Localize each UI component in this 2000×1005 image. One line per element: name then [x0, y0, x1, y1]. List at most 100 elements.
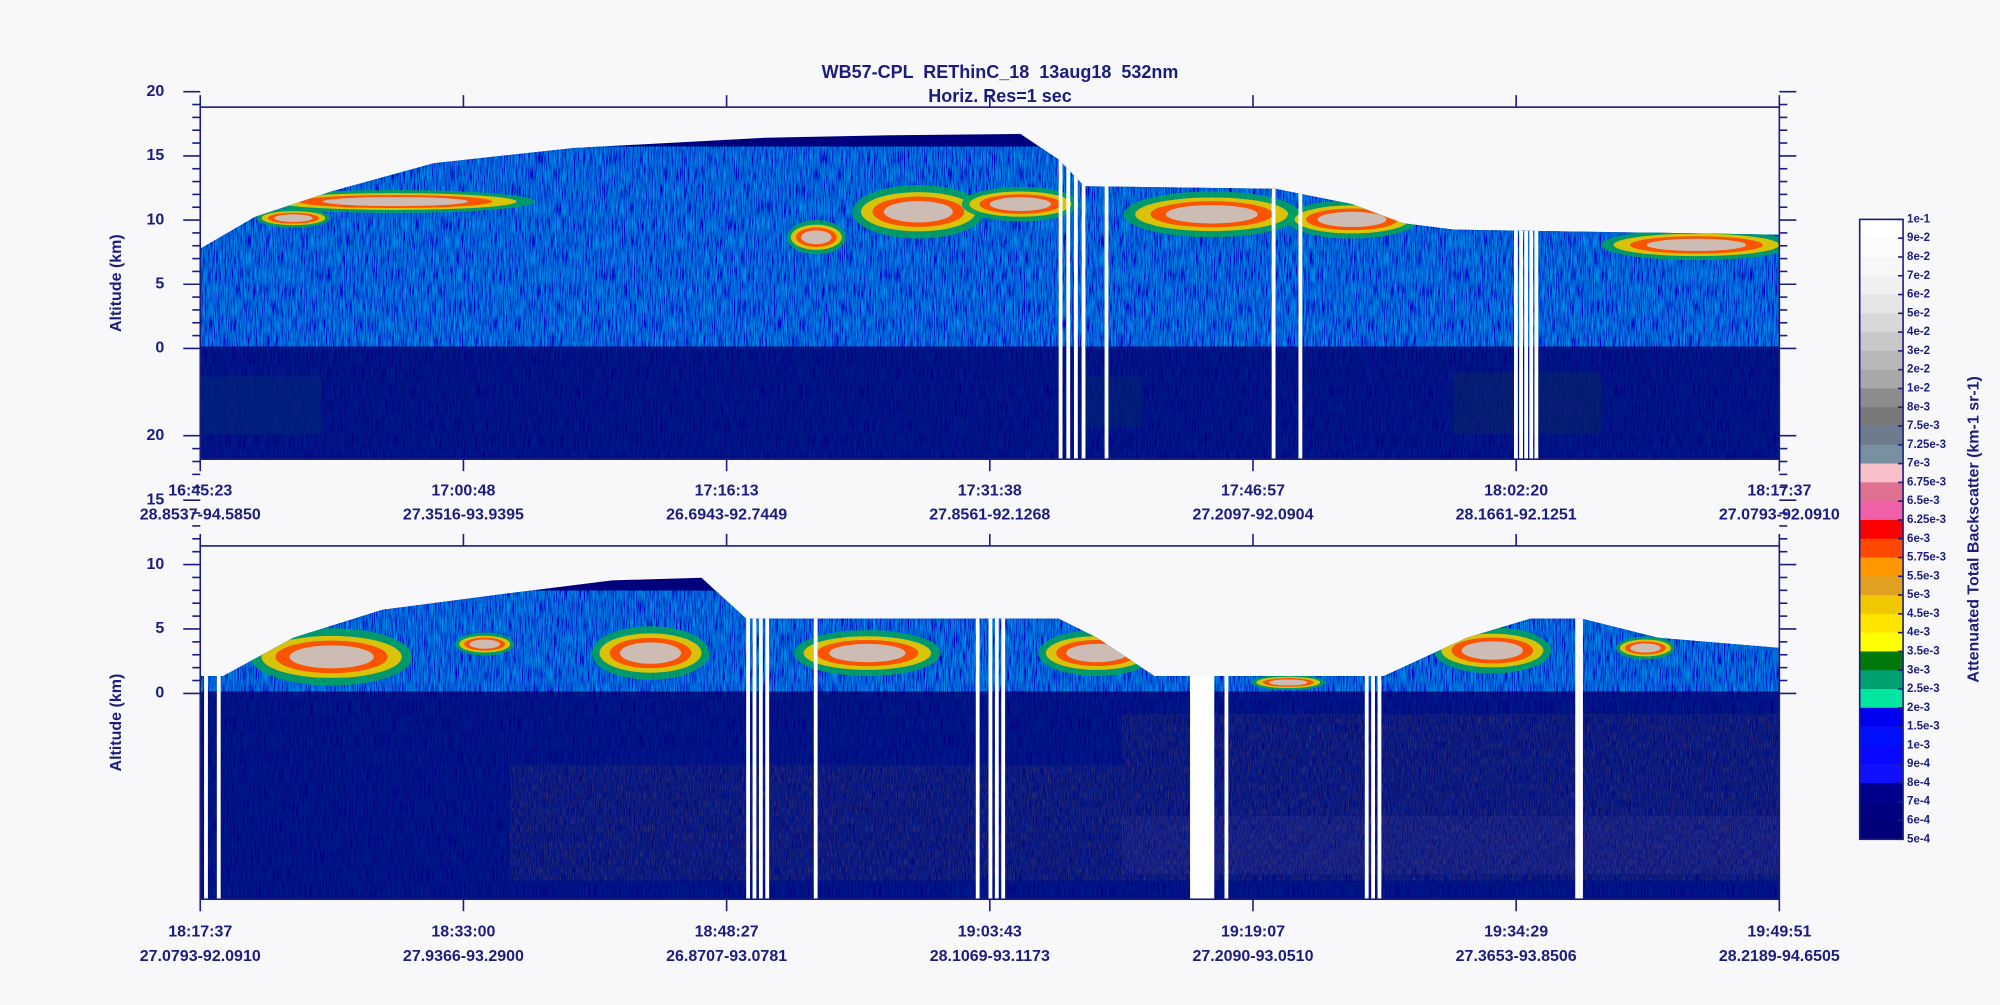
data-gap: [1104, 133, 1109, 460]
x-tick-label: 17:46:57: [1221, 482, 1285, 499]
x-tick-sublabel: 27.3653-93.8506: [1456, 948, 1577, 965]
y-tick-label: 15: [146, 491, 164, 508]
cloud: [989, 197, 1052, 211]
colorbar-swatch: [1859, 501, 1904, 521]
y-tick-label: 0: [155, 685, 164, 702]
colorbar-swatch: [1859, 350, 1904, 370]
x-tick-sublabel: 27.8561-92.1268: [929, 507, 1050, 524]
data-gap: [1271, 133, 1276, 460]
colorbar-label: 9e-4: [1907, 758, 1931, 770]
y-tick-label: 10: [146, 211, 164, 228]
colorbar-swatch: [1859, 463, 1904, 483]
surface-layer: [200, 346, 1780, 460]
x-tick-sublabel: 28.1069-93.1173: [930, 948, 1050, 965]
colorbar-label: 6e-2: [1907, 289, 1930, 301]
colorbar-label: 6e-3: [1907, 533, 1930, 545]
colorbar-label: 7.5e-3: [1907, 420, 1940, 432]
curtain-panel: [200, 577, 1780, 900]
colorbar-label: 1.5e-3: [1907, 721, 1940, 733]
cloud: [289, 645, 374, 669]
x-tick-label: 19:34:29: [1484, 924, 1548, 941]
colorbar-swatch: [1859, 482, 1904, 502]
x-tick-sublabel: 28.8537-94.5850: [140, 507, 261, 524]
colorbar-label: 9e-2: [1907, 232, 1930, 244]
x-tick-sublabel: 28.1661-92.1251: [1456, 507, 1577, 524]
chart-subtitle: Horiz. Res=1 sec: [928, 86, 1072, 106]
cloud: [1066, 643, 1128, 663]
x-tick-sublabel: 27.2097-92.0904: [1192, 507, 1313, 524]
colorbar-label: 5e-4: [1907, 833, 1931, 845]
colorbar-label: 5.75e-3: [1907, 552, 1946, 564]
colorbar-swatch: [1859, 407, 1904, 427]
colorbar-label: 4.5e-3: [1907, 608, 1940, 620]
colorbar-frame: [1858, 218, 1904, 841]
data-gap: [1224, 577, 1229, 900]
colorbar-swatch: [1859, 670, 1904, 690]
cloud: [801, 230, 832, 245]
chart-title: WB57-CPL REThinC_18 13aug18 532nm: [822, 62, 1179, 82]
curtain-image: [200, 133, 1780, 460]
colorbar-swatch: [1859, 388, 1904, 408]
data-gap: [746, 577, 750, 900]
x-tick-label: 17:00:48: [431, 482, 495, 499]
cloud: [619, 642, 682, 664]
colorbar-swatch: [1859, 332, 1904, 352]
colorbar-label: 2.5e-3: [1907, 683, 1940, 695]
x-tick-label: 18:17:37: [1747, 482, 1811, 499]
colorbar-title: Attenuated Total Backscatter (km-1 sr-1): [1966, 376, 1983, 682]
colorbar-label: 8e-2: [1907, 251, 1930, 263]
colorbar-label: 7e-2: [1907, 270, 1930, 282]
data-gap: [1377, 577, 1382, 900]
colorbar-label: 3e-3: [1907, 664, 1930, 676]
colorbar-label: 6.75e-3: [1907, 476, 1946, 488]
data-gap: [1001, 577, 1006, 900]
data-gap: [994, 577, 999, 900]
y-tick-label: 5: [155, 275, 164, 292]
x-tick-sublabel: 27.0793-92.0910: [1719, 507, 1840, 524]
colorbar-label: 6.25e-3: [1907, 514, 1946, 526]
x-tick-sublabel: 28.2189-94.6505: [1719, 948, 1840, 965]
cloud: [1165, 205, 1258, 224]
data-gap: [1534, 133, 1539, 460]
colorbar-label: 2e-2: [1907, 364, 1930, 376]
colorbar-swatch: [1859, 369, 1904, 389]
colorbar-label: 3.5e-3: [1907, 645, 1940, 657]
x-tick-label: 19:03:43: [958, 924, 1022, 941]
colorbar-label: 7e-4: [1907, 796, 1931, 808]
cloud: [1630, 643, 1661, 653]
x-tick-label: 18:02:20: [1484, 482, 1548, 499]
data-gap: [1058, 133, 1063, 460]
curtain-image: [200, 577, 1780, 900]
colorbar-swatch: [1859, 613, 1904, 633]
colorbar-label: 3e-2: [1907, 345, 1930, 357]
x-tick-sublabel: 27.2090-93.0510: [1192, 948, 1313, 965]
colorbar-swatch: [1859, 576, 1904, 596]
y-tick-label: 5: [155, 620, 164, 637]
data-gap: [1298, 133, 1303, 460]
colorbar-label: 1e-1: [1907, 213, 1931, 225]
x-tick-label: 18:48:27: [695, 924, 759, 941]
colorbar-swatch: [1859, 238, 1904, 258]
colorbar-label: 5e-3: [1907, 589, 1930, 601]
cloud: [883, 201, 953, 223]
x-tick-sublabel: 27.9366-93.2900: [403, 948, 524, 965]
data-gap: [1579, 577, 1583, 900]
x-tick-label: 16:45:23: [168, 482, 232, 499]
colorbar-label: 6e-4: [1907, 815, 1931, 827]
colorbar-swatch: [1859, 313, 1904, 333]
y-tick-label: 15: [146, 147, 164, 164]
colorbar-swatch: [1859, 444, 1904, 464]
x-tick-label: 17:16:13: [695, 482, 759, 499]
colorbar-swatch: [1859, 538, 1904, 558]
colorbar-swatch: [1859, 275, 1904, 295]
data-gap: [204, 577, 208, 900]
y-tick-label: 20: [146, 83, 164, 100]
y-tick-label: 10: [146, 556, 164, 573]
colorbar-label: 1e-2: [1907, 382, 1930, 394]
colorbar-swatch: [1859, 689, 1904, 709]
colorbar-swatch: [1859, 782, 1904, 803]
cloud: [829, 643, 906, 663]
colorbar-swatch: [1859, 745, 1904, 765]
colorbar-swatch: [1859, 256, 1904, 277]
